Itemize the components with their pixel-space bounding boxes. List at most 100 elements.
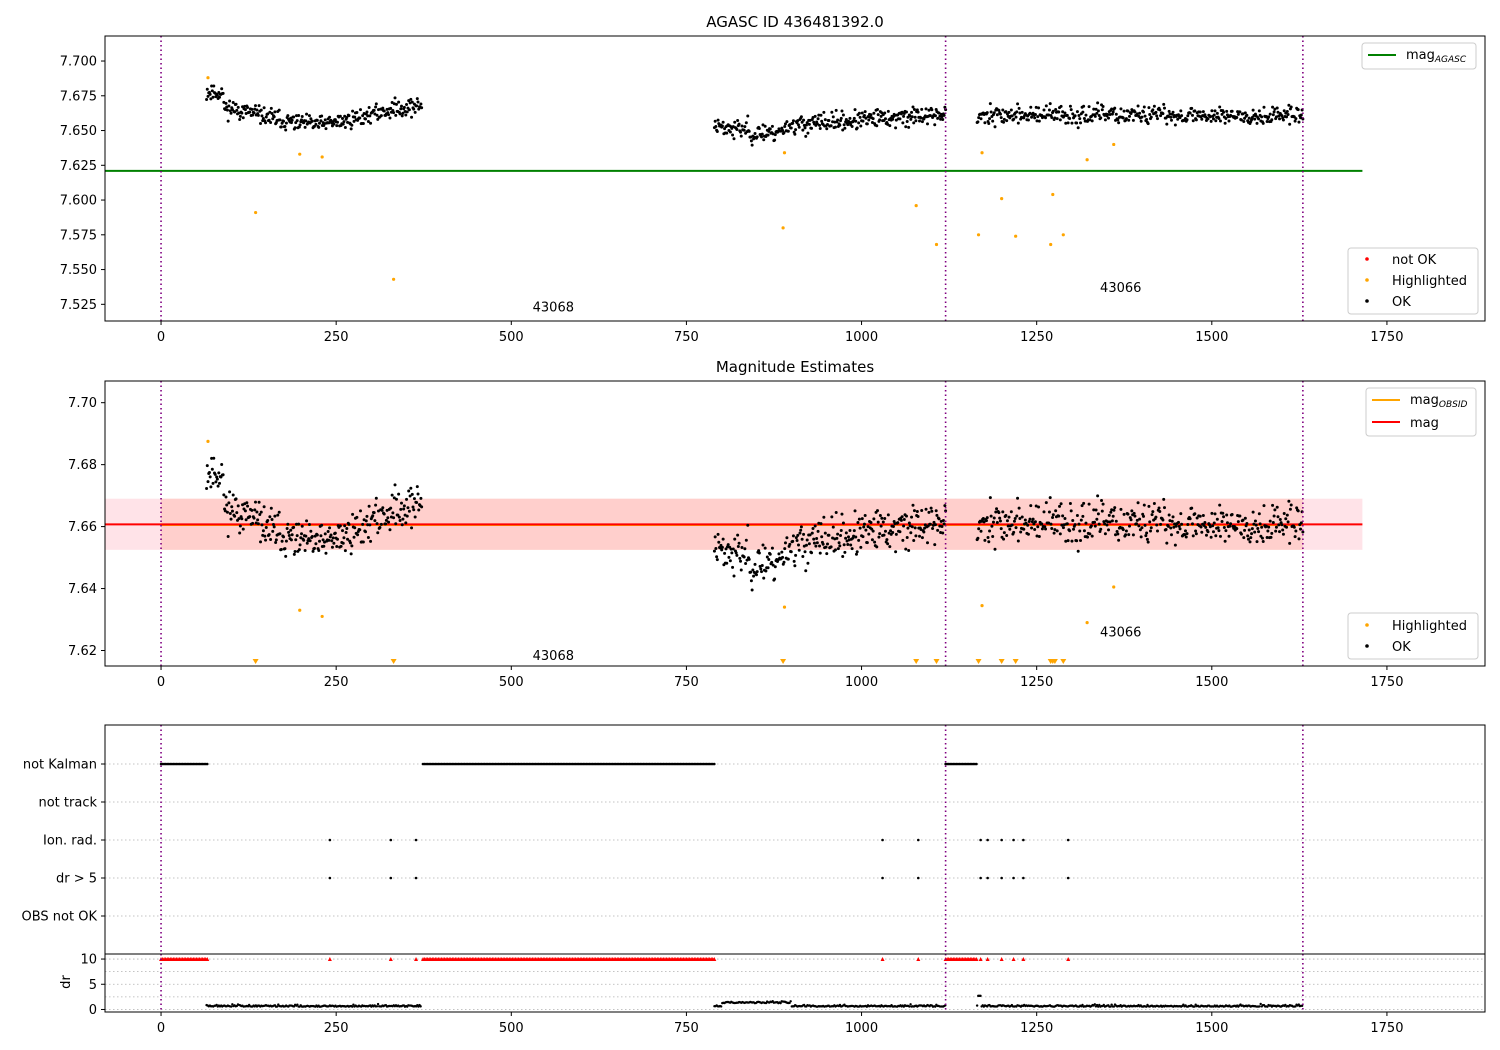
ok-point xyxy=(348,541,352,545)
ok-point xyxy=(263,534,267,538)
ok-point xyxy=(346,537,350,541)
ok-point xyxy=(304,119,308,123)
ok-point xyxy=(827,119,831,123)
ok-point xyxy=(361,522,365,526)
ok-point xyxy=(1079,121,1083,125)
ok-point xyxy=(989,514,993,518)
ok-point xyxy=(872,517,876,521)
ok-point xyxy=(999,116,1003,120)
ok-point xyxy=(815,541,819,545)
ok-point xyxy=(886,542,890,546)
offscale-marker xyxy=(998,659,1005,664)
ok-point xyxy=(338,524,342,528)
ok-point xyxy=(825,552,829,556)
offscale-marker xyxy=(390,659,397,664)
ok-point xyxy=(353,115,357,119)
ok-point xyxy=(825,122,829,126)
category-label: dr > 5 xyxy=(56,872,97,887)
ok-point xyxy=(1193,109,1197,113)
ok-point xyxy=(781,128,785,132)
ok-point xyxy=(1271,105,1275,109)
ok-point xyxy=(739,559,743,563)
ok-point xyxy=(322,544,326,548)
ok-point xyxy=(902,518,906,522)
ok-point xyxy=(1095,111,1099,115)
ok-point xyxy=(1253,117,1257,121)
ok-point xyxy=(766,566,770,570)
dr-point xyxy=(376,1002,380,1006)
dr-point xyxy=(1110,1003,1113,1006)
ok-point xyxy=(853,108,857,112)
ok-point xyxy=(740,546,744,550)
ok-point xyxy=(330,545,334,549)
ok-point xyxy=(731,133,735,137)
ok-point xyxy=(284,554,288,558)
highlighted-point xyxy=(206,76,210,80)
x-tick-label: 1250 xyxy=(1020,1021,1053,1036)
ok-point xyxy=(1224,529,1228,533)
ok-point xyxy=(349,127,353,131)
ok-point xyxy=(894,118,898,122)
ok-point xyxy=(1171,110,1175,114)
y-tick-label: 7.525 xyxy=(60,298,97,313)
x-tick-label: 750 xyxy=(674,675,699,690)
ok-point xyxy=(780,126,784,130)
ok-point xyxy=(243,108,247,112)
ok-point xyxy=(372,511,376,515)
ok-point xyxy=(1278,518,1282,522)
ok-point xyxy=(1026,118,1030,122)
dr-plot-area: 0 5 10 0 250 500 750 1000 1250 1500 1750 xyxy=(80,953,1486,1036)
ok-point xyxy=(320,523,324,527)
ok-point xyxy=(374,102,378,106)
ok-point xyxy=(394,497,398,501)
ok-point xyxy=(796,533,800,537)
ok-point xyxy=(744,538,748,542)
ok-point xyxy=(399,507,403,511)
ok-point xyxy=(366,120,370,124)
ok-point xyxy=(825,127,829,131)
ok-point xyxy=(770,560,774,564)
ok-point xyxy=(804,543,808,547)
ok-point xyxy=(1096,494,1100,498)
ok-point xyxy=(402,105,406,109)
ok-point xyxy=(289,528,293,532)
ok-point xyxy=(1245,113,1249,117)
ok-point xyxy=(1165,122,1169,126)
ok-point xyxy=(770,124,774,128)
ok-point xyxy=(1073,523,1077,527)
offscale-marker xyxy=(913,659,920,664)
ok-point xyxy=(988,529,992,533)
legend-marker-ok xyxy=(1365,299,1369,303)
estimates-plot-area: 43068 43066 0 250 500 750 1000 1250 1500 1750 7.62… xyxy=(68,380,1486,690)
ok-point xyxy=(755,570,759,574)
ok-point xyxy=(213,472,217,476)
ok-point xyxy=(410,100,414,104)
estimates-legend-points: Highlighted OK xyxy=(1347,612,1479,660)
ok-point xyxy=(1109,510,1113,514)
ok-point xyxy=(400,114,404,118)
dr-point xyxy=(230,1005,233,1008)
ok-point xyxy=(1218,503,1222,507)
ok-point xyxy=(1119,507,1123,511)
ok-point xyxy=(1248,540,1252,544)
ok-point xyxy=(811,526,815,530)
ok-point xyxy=(1190,106,1194,110)
ok-point xyxy=(1127,533,1131,537)
ok-point xyxy=(1002,537,1006,541)
x-tick-label: 0 xyxy=(157,330,165,345)
highlighted-point xyxy=(1112,585,1116,589)
ok-point xyxy=(850,547,854,551)
ok-point xyxy=(857,517,861,521)
ok-point xyxy=(1239,532,1243,536)
ok-point xyxy=(731,547,735,551)
ok-point xyxy=(415,104,419,108)
offscale-marker xyxy=(252,659,259,664)
ok-point xyxy=(1206,117,1210,121)
ok-point xyxy=(1212,521,1216,525)
ok-point xyxy=(244,518,248,522)
ok-point xyxy=(806,131,810,135)
ok-point xyxy=(859,124,863,128)
ok-point xyxy=(373,519,377,523)
ok-point xyxy=(820,119,824,123)
ok-point xyxy=(752,574,756,578)
